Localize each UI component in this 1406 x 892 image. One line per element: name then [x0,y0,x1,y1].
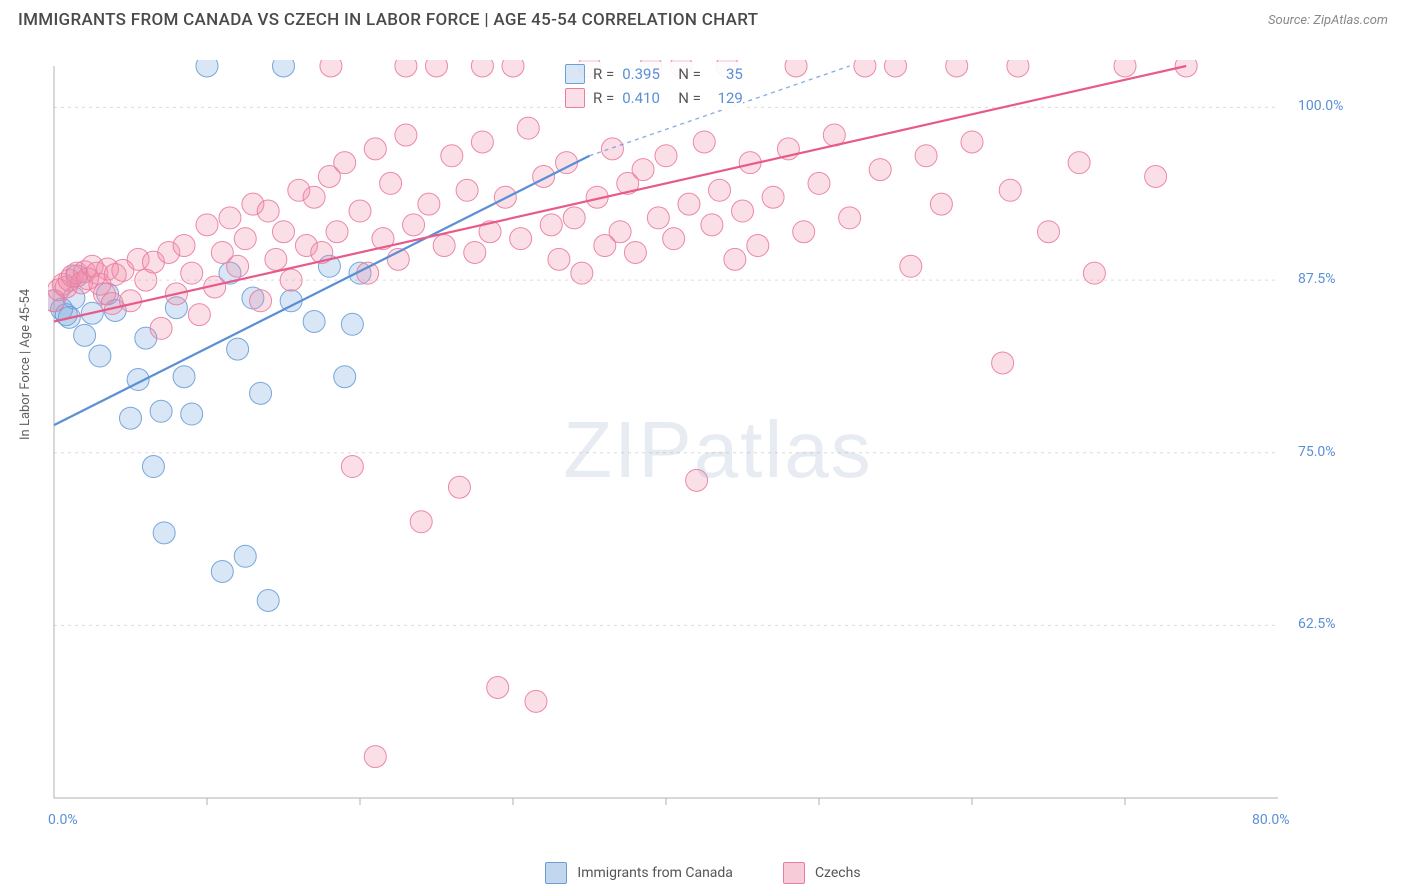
y-tick-label: 62.5% [1298,616,1336,632]
y-tick-label: 100.0% [1298,98,1343,114]
legend-item-czech: Czechs [783,862,861,884]
legend-swatch-czech [783,862,805,884]
legend-label-czech: Czechs [815,865,861,881]
stats-swatch-canada [565,64,585,84]
n-label: N = [678,65,701,83]
bottom-legend: Immigrants from Canada Czechs [0,862,1406,884]
legend-swatch-canada [545,862,567,884]
source-attribution: Source: ZipAtlas.com [1268,13,1388,28]
y-tick-label: 75.0% [1298,444,1336,460]
n-value-czech: 129 [709,89,743,107]
stats-box: R = 0.395 N = 35 R = 0.410 N = 129 [565,62,743,110]
y-tick-label: 87.5% [1298,271,1336,287]
y-axis-label: In Labor Force | Age 45-54 [18,289,33,440]
r-label: R = [593,89,614,107]
legend-item-canada: Immigrants from Canada [545,862,733,884]
r-value-canada: 0.395 [622,65,670,83]
x-tick-label: 80.0% [1252,812,1290,828]
chart-area: ZIPatlas [48,60,1388,840]
chart-title: IMMIGRANTS FROM CANADA VS CZECH IN LABOR… [18,10,758,30]
stats-row-canada: R = 0.395 N = 35 [565,62,743,86]
chart-header: IMMIGRANTS FROM CANADA VS CZECH IN LABOR… [0,0,1406,38]
x-tick-label: 0.0% [48,812,78,828]
r-label: R = [593,65,614,83]
stats-swatch-czech [565,88,585,108]
stats-row-czech: R = 0.410 N = 129 [565,86,743,110]
scatter-plot [48,60,1388,840]
n-value-canada: 35 [709,65,743,83]
r-value-czech: 0.410 [622,89,670,107]
n-label: N = [678,89,701,107]
legend-label-canada: Immigrants from Canada [577,865,733,881]
